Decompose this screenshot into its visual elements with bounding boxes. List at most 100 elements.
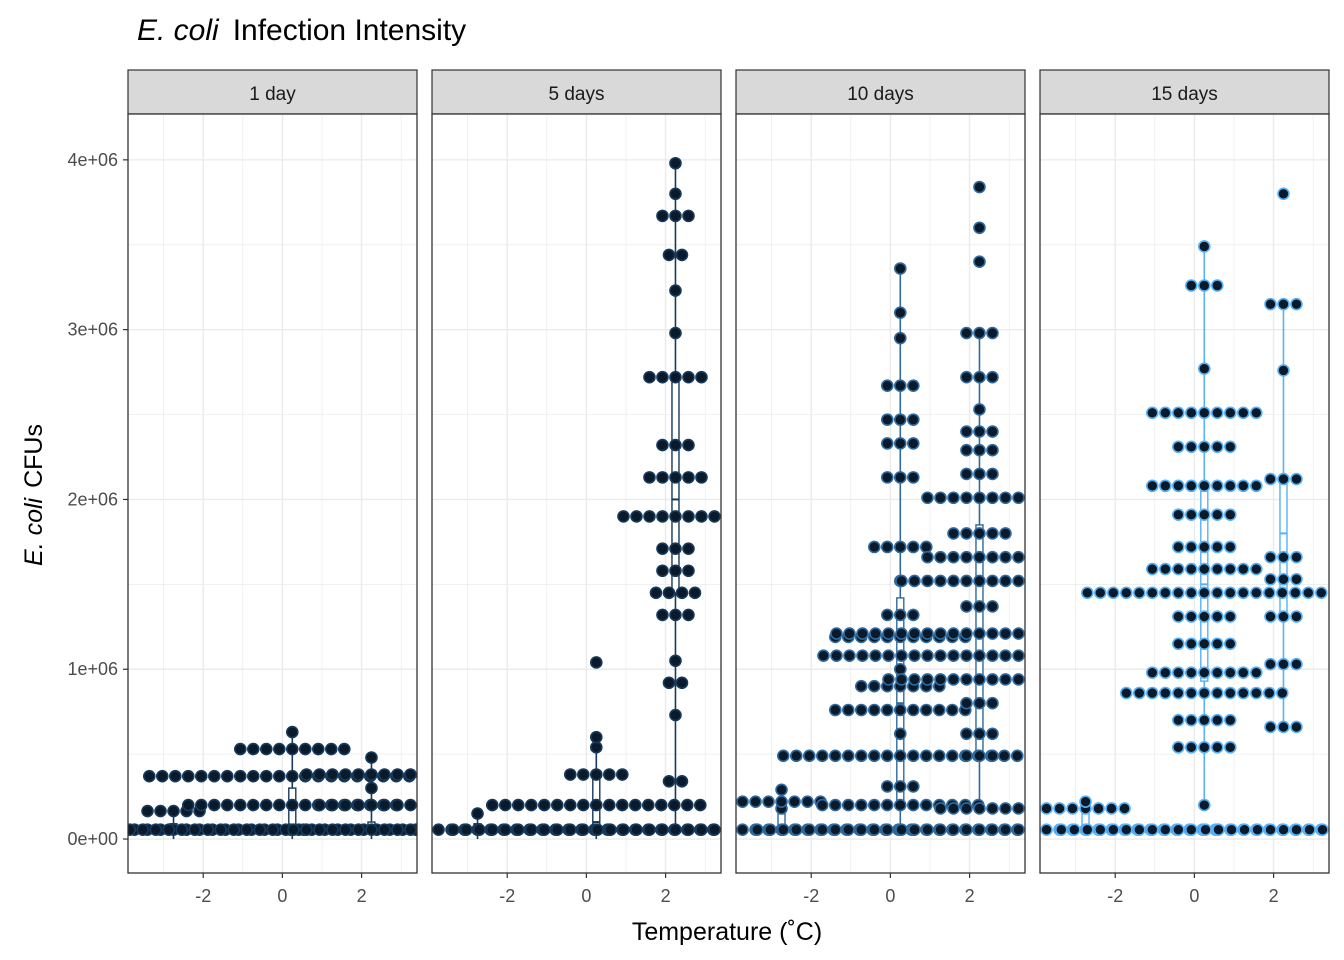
data-point: [921, 649, 934, 662]
data-point: [1275, 686, 1289, 700]
data-point: [856, 649, 869, 662]
data-point: [615, 768, 629, 781]
data-point: [313, 798, 326, 812]
data-point: [817, 649, 830, 662]
data-point: [1264, 550, 1277, 564]
data-point: [1223, 610, 1237, 623]
data-point: [789, 823, 803, 837]
data-point: [1275, 586, 1289, 600]
data-point: [287, 823, 300, 837]
data-point: [1197, 440, 1211, 454]
data-point: [259, 798, 273, 812]
data-point: [682, 510, 695, 523]
data-point: [1197, 610, 1211, 623]
data-point: [420, 824, 431, 835]
data-point: [1210, 637, 1224, 651]
data-point: [604, 823, 617, 837]
data-point: [1171, 666, 1185, 679]
data-point: [854, 703, 868, 717]
data-point: [882, 673, 895, 686]
data-point: [233, 742, 247, 756]
data-point: [867, 679, 881, 693]
data-point: [1012, 574, 1025, 588]
x-tick-label: 2: [661, 886, 671, 906]
data-point: [1330, 824, 1341, 835]
data-point: [1158, 586, 1172, 600]
data-point: [854, 823, 868, 837]
data-point: [960, 802, 973, 815]
data-point: [1301, 586, 1315, 600]
data-point: [986, 574, 999, 588]
data-point: [895, 823, 908, 837]
data-point: [1106, 586, 1120, 600]
data-point: [802, 749, 816, 763]
dot-layer: [1040, 187, 1341, 837]
data-point: [893, 727, 907, 741]
data-point: [867, 749, 881, 763]
facet-strip: [431, 69, 722, 115]
data-point: [1158, 686, 1172, 700]
data-point: [828, 749, 842, 763]
data-point: [1171, 713, 1185, 727]
data-point: [498, 798, 512, 812]
data-point: [1210, 479, 1224, 493]
data-point: [1223, 479, 1237, 493]
data-point: [880, 703, 894, 717]
data-point: [1223, 666, 1237, 679]
data-point: [1012, 491, 1025, 505]
data-point: [300, 823, 313, 837]
data-point: [960, 696, 973, 710]
data-point: [313, 823, 326, 837]
panel-background: [128, 114, 417, 873]
data-point: [167, 804, 180, 818]
data-point: [207, 769, 221, 783]
data-point: [168, 769, 182, 783]
data-point: [1210, 686, 1224, 700]
data-point: [1223, 586, 1237, 600]
data-point: [1026, 650, 1037, 661]
data-point: [1132, 586, 1146, 600]
data-point: [1171, 741, 1185, 754]
data-point: [1145, 586, 1159, 600]
data-point: [669, 370, 682, 384]
data-point: [669, 510, 682, 523]
data-point: [986, 749, 999, 763]
data-point: [1184, 610, 1198, 623]
x-tick-label: -2: [1107, 886, 1123, 906]
data-point: [997, 749, 1011, 763]
data-point: [142, 769, 156, 783]
data-point: [934, 802, 947, 815]
data-point: [404, 798, 417, 812]
data-point: [947, 491, 960, 505]
data-point: [947, 574, 960, 588]
data-point: [1288, 586, 1302, 600]
data-point: [893, 662, 907, 676]
data-point: [1277, 657, 1290, 671]
data-point: [1145, 479, 1159, 493]
data-point: [682, 608, 695, 622]
data-point: [459, 823, 473, 837]
data-point: [656, 608, 669, 622]
data-point: [960, 749, 973, 763]
data-point: [1145, 823, 1159, 837]
data-point: [1223, 562, 1237, 576]
data-point: [719, 826, 721, 834]
data-point: [919, 749, 933, 763]
data-point: [1249, 666, 1263, 679]
data-point: [1171, 586, 1185, 600]
data-point: [1026, 824, 1037, 835]
data-point: [999, 491, 1012, 505]
data-point: [893, 306, 907, 319]
data-point: [1171, 540, 1185, 554]
data-point: [1249, 686, 1263, 700]
data-point: [365, 781, 378, 795]
data-point: [1197, 540, 1211, 554]
data-point: [1184, 823, 1198, 837]
data-point: [973, 180, 986, 194]
data-point: [973, 727, 986, 741]
data-point: [1262, 686, 1276, 700]
facet-panel: 15 days -2 0 2: [1039, 69, 1341, 906]
data-point: [246, 769, 260, 783]
data-point: [945, 703, 959, 717]
data-point: [695, 823, 708, 837]
